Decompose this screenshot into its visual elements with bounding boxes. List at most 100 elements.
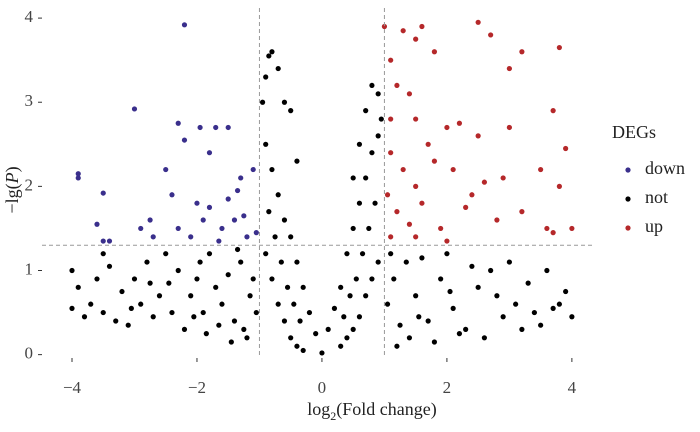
point bbox=[244, 234, 250, 240]
point bbox=[538, 322, 544, 328]
point bbox=[519, 209, 525, 215]
point bbox=[350, 225, 356, 232]
point bbox=[325, 326, 331, 332]
point bbox=[113, 318, 119, 324]
point bbox=[250, 166, 256, 173]
point bbox=[234, 187, 241, 194]
point bbox=[247, 293, 253, 299]
point bbox=[138, 225, 144, 232]
point bbox=[413, 234, 419, 240]
point bbox=[475, 284, 481, 290]
point bbox=[241, 213, 247, 219]
point bbox=[191, 314, 197, 320]
x-tick-label: −2 bbox=[188, 378, 206, 397]
point bbox=[444, 124, 450, 131]
point bbox=[347, 293, 353, 299]
point bbox=[228, 339, 234, 345]
point bbox=[100, 190, 106, 196]
y-tick-label: 4 bbox=[25, 7, 34, 26]
point bbox=[266, 53, 272, 59]
point bbox=[375, 91, 381, 97]
point bbox=[69, 267, 75, 274]
legend-label: not bbox=[645, 187, 668, 207]
point bbox=[253, 309, 259, 316]
point bbox=[238, 259, 244, 265]
point bbox=[369, 276, 375, 282]
point bbox=[94, 221, 100, 227]
point bbox=[444, 251, 450, 257]
point bbox=[469, 263, 475, 269]
y-label-part: P bbox=[2, 172, 22, 184]
point bbox=[100, 251, 106, 257]
point bbox=[556, 183, 562, 189]
point bbox=[75, 284, 81, 290]
point bbox=[406, 91, 413, 97]
point bbox=[381, 23, 388, 30]
point bbox=[281, 99, 288, 105]
point bbox=[169, 309, 175, 316]
point bbox=[419, 23, 425, 30]
point bbox=[281, 217, 288, 223]
point bbox=[197, 124, 203, 131]
point bbox=[419, 200, 425, 206]
point bbox=[344, 335, 350, 341]
point bbox=[394, 343, 400, 349]
point bbox=[194, 200, 200, 206]
point bbox=[294, 343, 300, 349]
point bbox=[331, 305, 338, 311]
point bbox=[372, 200, 378, 206]
point bbox=[413, 293, 419, 299]
point bbox=[450, 166, 456, 173]
point bbox=[519, 326, 525, 332]
point bbox=[406, 335, 413, 341]
point bbox=[356, 314, 363, 320]
point bbox=[300, 347, 306, 354]
point bbox=[166, 280, 172, 286]
point bbox=[241, 326, 247, 332]
point bbox=[456, 331, 463, 337]
x-label-part: log bbox=[307, 399, 330, 419]
point bbox=[100, 238, 106, 244]
point bbox=[416, 314, 422, 320]
point bbox=[75, 171, 81, 177]
point bbox=[100, 309, 106, 316]
point bbox=[263, 251, 269, 257]
point bbox=[481, 335, 487, 341]
legend-swatch bbox=[625, 196, 631, 202]
point bbox=[569, 314, 575, 320]
point bbox=[444, 238, 450, 244]
point bbox=[431, 158, 438, 164]
point bbox=[391, 276, 397, 282]
point bbox=[500, 175, 506, 181]
point bbox=[269, 166, 275, 173]
point bbox=[275, 301, 281, 307]
point bbox=[206, 251, 213, 257]
point bbox=[341, 314, 347, 320]
point bbox=[353, 276, 359, 282]
point bbox=[544, 267, 550, 274]
point bbox=[69, 305, 75, 311]
point bbox=[350, 175, 356, 181]
point bbox=[419, 255, 425, 261]
point bbox=[188, 234, 194, 240]
point bbox=[475, 133, 481, 139]
point bbox=[413, 116, 419, 122]
point bbox=[263, 141, 269, 147]
point bbox=[388, 57, 394, 63]
point bbox=[544, 225, 550, 232]
point bbox=[456, 120, 463, 126]
x-axis-label: log2(Fold change) bbox=[307, 399, 436, 423]
point bbox=[431, 49, 438, 55]
point bbox=[375, 259, 381, 265]
point bbox=[506, 124, 512, 131]
point bbox=[488, 267, 494, 274]
point bbox=[169, 192, 175, 198]
y-label-part: −lg( bbox=[2, 183, 23, 213]
point bbox=[563, 145, 569, 152]
point bbox=[231, 318, 238, 324]
point bbox=[281, 318, 288, 324]
point bbox=[384, 192, 391, 198]
point bbox=[300, 284, 306, 290]
y-tick-label: 1 bbox=[25, 259, 34, 278]
point bbox=[272, 234, 278, 240]
